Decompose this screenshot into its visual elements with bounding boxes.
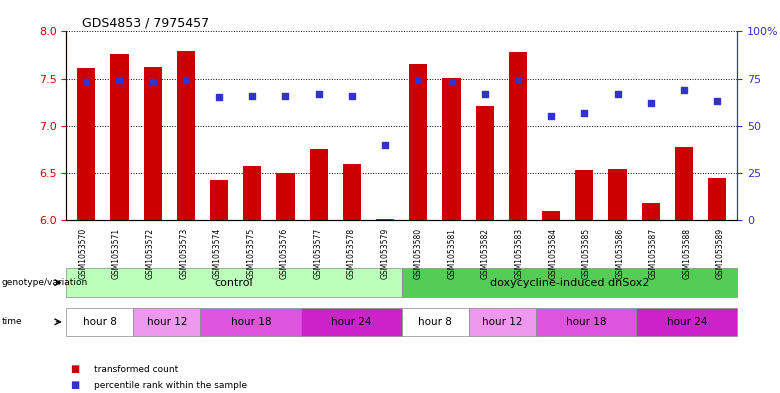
Bar [442,78,461,220]
Text: hour 12: hour 12 [147,317,187,327]
Point [246,92,258,99]
Point [179,77,192,84]
Point [113,77,126,84]
Bar [642,203,660,220]
Text: GSM1053587: GSM1053587 [649,228,658,279]
Text: GSM1053585: GSM1053585 [582,228,590,279]
Text: GSM1053582: GSM1053582 [481,228,490,279]
Bar [608,169,626,220]
Bar [144,67,161,220]
Text: GSM1053579: GSM1053579 [381,228,389,279]
Text: GSM1053570: GSM1053570 [79,228,87,279]
Point [213,94,225,101]
Text: GSM1053574: GSM1053574 [213,228,222,279]
Point [612,90,624,97]
Text: genotype/variation: genotype/variation [2,278,88,287]
Point [578,109,590,116]
Text: GSM1053589: GSM1053589 [716,228,725,279]
Bar [77,68,95,220]
Point [678,87,690,93]
Bar [410,64,427,220]
Text: hour 24: hour 24 [667,317,707,327]
Bar [243,166,261,220]
Text: GSM1053575: GSM1053575 [246,228,255,279]
Text: GSM1053583: GSM1053583 [515,228,523,279]
Bar [177,51,195,220]
Text: control: control [215,277,254,288]
Text: GSM1053577: GSM1053577 [314,228,322,279]
Text: hour 8: hour 8 [83,317,117,327]
Text: hour 12: hour 12 [482,317,523,327]
Bar [708,178,726,220]
Point [445,79,458,86]
Bar [675,147,693,220]
Point [346,92,358,99]
Text: hour 18: hour 18 [566,317,606,327]
Point [80,79,93,86]
Text: GSM1053572: GSM1053572 [146,228,154,279]
Text: GSM1053584: GSM1053584 [548,228,557,279]
Text: GSM1053580: GSM1053580 [414,228,423,279]
Bar [376,219,394,220]
Point [644,100,657,106]
Text: GDS4853 / 7975457: GDS4853 / 7975457 [82,17,209,29]
Text: GSM1053571: GSM1053571 [112,228,121,279]
Point [147,79,159,86]
Bar [575,170,594,220]
Point [478,90,491,97]
Text: doxycycline-induced dnSox2: doxycycline-induced dnSox2 [490,277,649,288]
Point [512,77,524,84]
Text: GSM1053573: GSM1053573 [179,228,188,279]
Bar [276,173,295,220]
Text: transformed count: transformed count [94,365,178,374]
Text: GSM1053588: GSM1053588 [682,228,691,279]
Text: percentile rank within the sample: percentile rank within the sample [94,381,246,389]
Bar [210,180,229,220]
Point [545,113,558,119]
Text: ■: ■ [70,364,80,375]
Text: hour 18: hour 18 [231,317,271,327]
Text: GSM1053576: GSM1053576 [280,228,289,279]
Bar [476,106,494,220]
Bar [310,149,328,220]
Bar [542,211,560,220]
Text: ■: ■ [70,380,80,390]
Text: hour 24: hour 24 [332,317,371,327]
Point [313,90,325,97]
Point [379,141,392,148]
Text: GSM1053581: GSM1053581 [448,228,456,279]
Point [279,92,292,99]
Text: GSM1053586: GSM1053586 [615,228,624,279]
Text: time: time [2,318,22,326]
Bar [509,52,527,220]
Point [711,98,723,105]
Text: hour 8: hour 8 [418,317,452,327]
Text: GSM1053578: GSM1053578 [347,228,356,279]
Bar [110,54,129,220]
Bar [342,164,361,220]
Point [412,77,424,84]
